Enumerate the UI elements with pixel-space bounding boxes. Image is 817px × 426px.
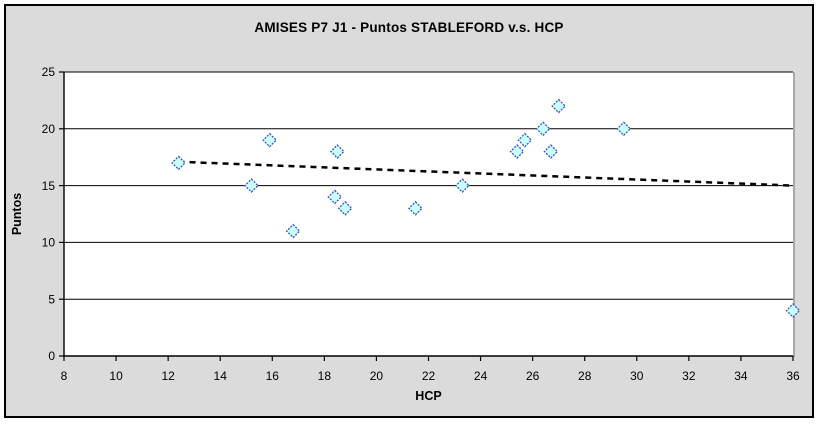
x-tick-label: 36 — [786, 369, 800, 383]
x-tick-label: 32 — [682, 369, 696, 383]
data-point — [329, 144, 345, 159]
data-point — [535, 121, 551, 137]
data-point — [454, 178, 470, 194]
data-point — [262, 132, 278, 148]
x-tick-label: 24 — [474, 369, 488, 383]
data-point — [285, 223, 301, 239]
x-tick-label: 20 — [370, 369, 384, 383]
x-tick-label: 8 — [61, 369, 68, 383]
chart-frame: AMISES P7 J1 - Puntos STABLEFORD v.s. HC… — [4, 4, 814, 418]
y-axis-title: Puntos — [10, 193, 24, 235]
x-axis-title: HCP — [415, 389, 441, 403]
x-tick-label: 34 — [734, 369, 748, 383]
x-tick-label: 26 — [526, 369, 540, 383]
y-tick-label: 5 — [48, 292, 55, 306]
x-tick-label: 18 — [318, 369, 332, 383]
data-point — [408, 200, 423, 216]
data-point — [509, 144, 525, 159]
data-point — [327, 189, 343, 205]
y-tick-label: 20 — [42, 122, 56, 136]
y-tick-label: 0 — [48, 349, 55, 363]
x-tick-label: 30 — [630, 369, 644, 383]
y-tick-label: 25 — [42, 65, 56, 79]
data-point — [517, 132, 533, 148]
y-tick-label: 10 — [42, 236, 56, 250]
data-point — [616, 121, 632, 137]
data-point — [543, 144, 559, 159]
x-tick-label: 12 — [161, 369, 175, 383]
chart-title: AMISES P7 J1 - Puntos STABLEFORD v.s. HC… — [254, 20, 564, 35]
x-tick-label: 16 — [266, 369, 280, 383]
x-tick-label: 14 — [214, 369, 228, 383]
data-point — [551, 98, 567, 114]
data-point — [337, 200, 353, 216]
data-point — [785, 303, 801, 318]
y-tick-label: 15 — [42, 179, 56, 193]
x-tick-label: 22 — [422, 369, 436, 383]
plot-area: 0 5 10 15 20 25 8 10 12 14 16 18 20 22 24 26 28 30 32 34 36 H… — [10, 65, 801, 403]
plot-background — [64, 72, 793, 356]
x-tick-label: 10 — [109, 369, 123, 383]
trendline — [178, 160, 794, 187]
data-point — [244, 178, 259, 194]
data-point — [171, 155, 186, 171]
x-tick-label: 28 — [578, 369, 592, 383]
